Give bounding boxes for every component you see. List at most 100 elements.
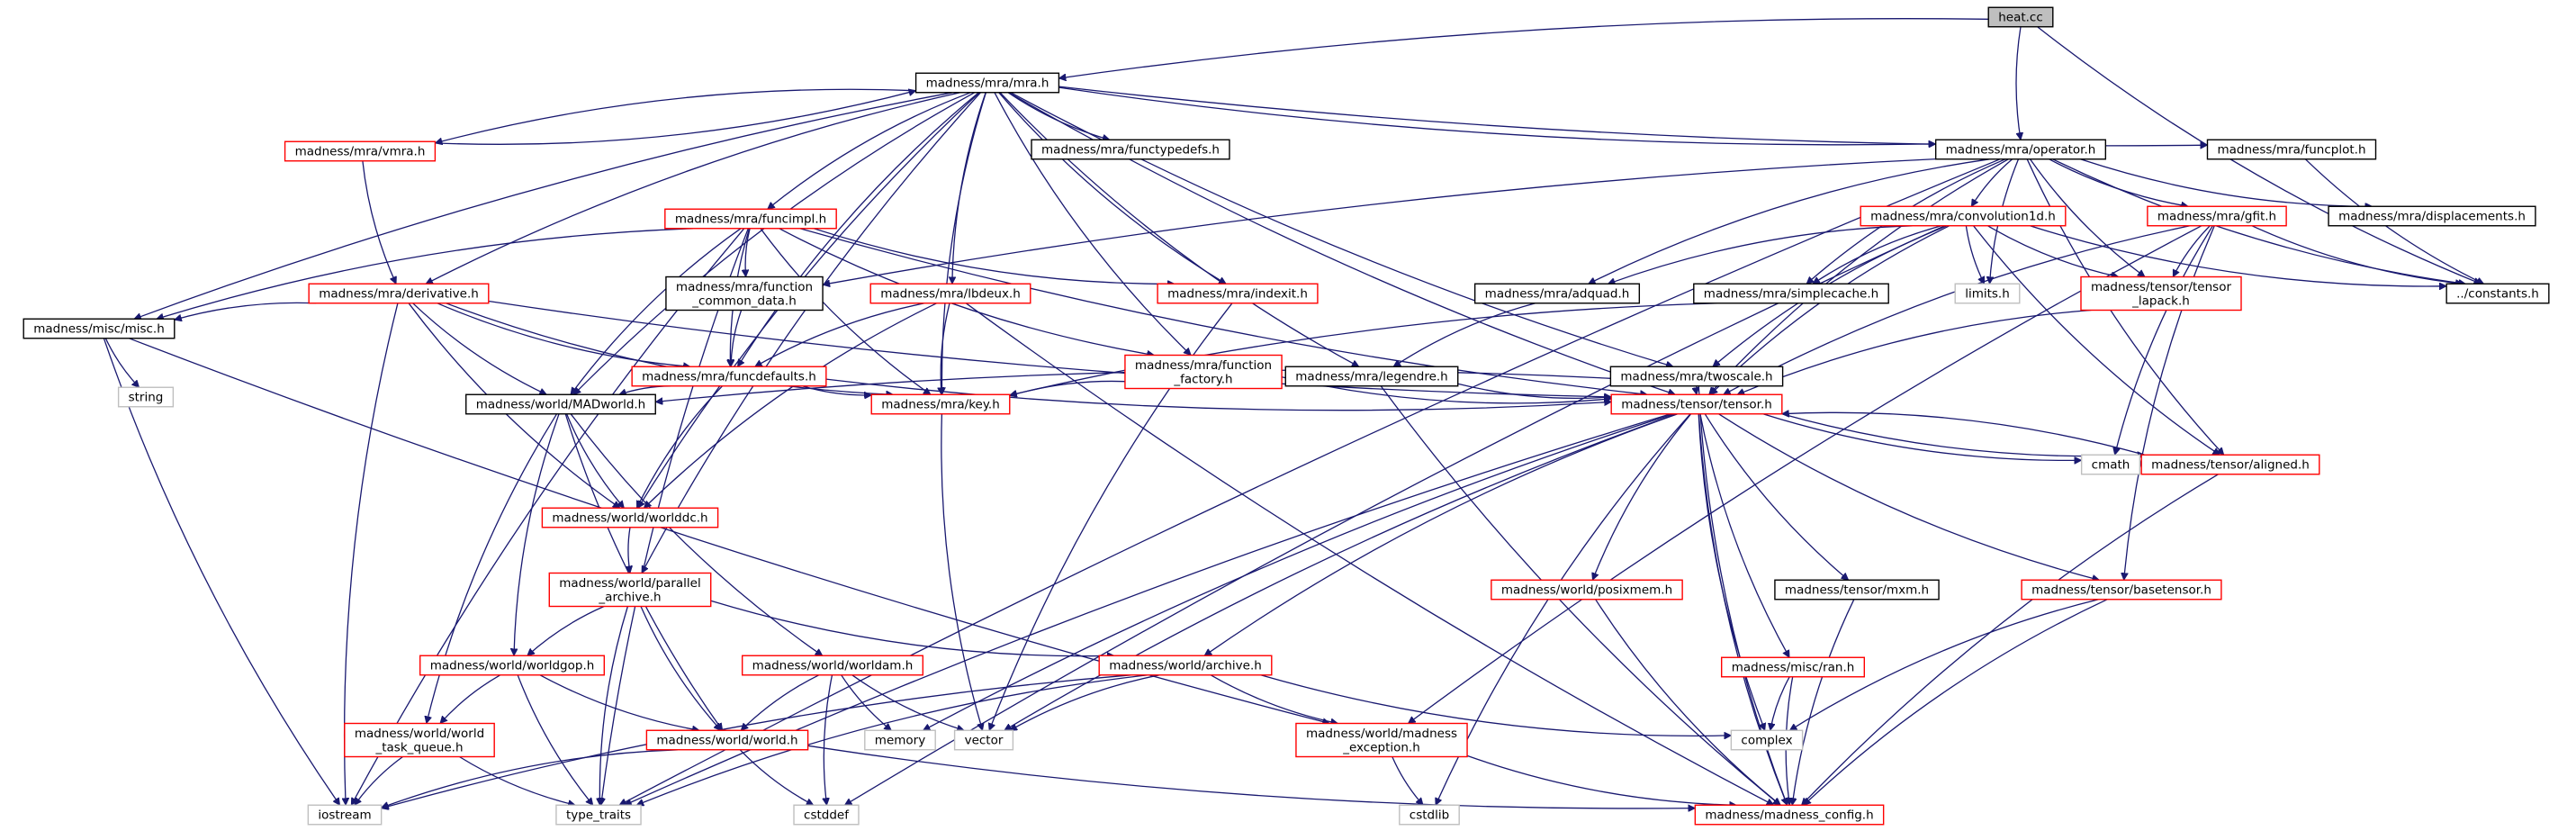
graph-node-mxm[interactable]: madness/tensor/mxm.h — [1774, 579, 1940, 601]
node-label: _common_data.h — [691, 294, 797, 308]
graph-node-adquad[interactable]: madness/mra/adquad.h — [1473, 283, 1641, 304]
node-label: madness/madness_config.h — [1705, 808, 1873, 823]
graph-node-wtq[interactable]: madness/world/world_task_queue.h — [344, 722, 495, 758]
include-edge-funcimpl-to-indexit — [813, 228, 1175, 285]
include-edge-mra-to-ffactory — [994, 92, 1191, 356]
node-label: madness/mra/function — [676, 280, 813, 294]
node-box — [1098, 655, 1273, 676]
node-box — [869, 283, 1031, 304]
node-label: madness/world/posixmem.h — [1501, 583, 1672, 598]
graph-node-memory[interactable]: memory — [864, 729, 936, 751]
graph-node-archive[interactable]: madness/world/archive.h — [1098, 655, 1273, 676]
graph-node-cstdlib[interactable]: cstdlib — [1399, 804, 1460, 826]
include-edge-worlddc-to-parchive — [628, 527, 630, 574]
node-box — [1934, 139, 2107, 160]
node-box — [1124, 354, 1283, 390]
include-edge-gfit-to-cmath — [2115, 225, 2213, 455]
graph-node-convolution1d[interactable]: madness/mra/convolution1d.h — [1860, 205, 2067, 227]
include-edge-madworld-to-wtq — [427, 413, 558, 724]
graph-node-funcplot[interactable]: madness/mra/funcplot.h — [2206, 139, 2377, 160]
node-box — [1693, 283, 1889, 304]
graph-node-misc[interactable]: madness/misc/misc.h — [23, 318, 176, 339]
graph-node-lbdeux[interactable]: madness/mra/lbdeux.h — [869, 283, 1031, 304]
include-edge-parchive-to-world — [640, 606, 721, 731]
include-edge-funcimpl-to-misc — [157, 228, 694, 319]
include-edge-wtq-to-typetraits — [459, 755, 575, 806]
include-edge-funcimpl-to-tensor — [799, 228, 1647, 394]
node-label: madness/mra/derivative.h — [319, 287, 479, 302]
include-edge-worldam-to-world — [741, 674, 820, 731]
graph-node-functypedefs[interactable]: madness/mra/functypedefs.h — [1031, 139, 1230, 160]
graph-node-worldgop[interactable]: madness/world/worldgop.h — [419, 655, 606, 676]
graph-node-legendre[interactable]: madness/mra/legendre.h — [1284, 366, 1459, 387]
node-label: madness/mra/simplecache.h — [1704, 287, 1878, 302]
include-edge-mra-to-funcimpl — [768, 92, 971, 210]
graph-node-tlapack[interactable]: madness/tensor/tensor_lapack.h — [2080, 275, 2242, 312]
graph-node-cmath[interactable]: cmath — [2080, 454, 2141, 475]
include-edge-archive-to-typetraits — [636, 674, 1148, 806]
graph-node-posixmem[interactable]: madness/world/posixmem.h — [1491, 579, 1683, 601]
include-edge-operator-to-convolution1d — [1970, 158, 2013, 207]
graph-node-string[interactable]: string — [117, 386, 175, 408]
graph-node-operator[interactable]: madness/mra/operator.h — [1934, 139, 2107, 160]
node-box — [2021, 579, 2222, 601]
graph-node-funcimpl[interactable]: madness/mra/funcimpl.h — [664, 208, 837, 230]
graph-node-world[interactable]: madness/world/world.h — [645, 729, 809, 751]
include-edge-funcimpl-to-fcd — [745, 228, 751, 277]
node-label: madness/mra/gfit.h — [2157, 210, 2276, 224]
node-label: madness/mra/function — [1135, 358, 1272, 373]
graph-node-constants[interactable]: ../constants.h — [2445, 283, 2550, 304]
graph-node-worlddc[interactable]: madness/world/worlddc.h — [541, 507, 719, 528]
include-edge-convolution1d-to-limits — [1965, 225, 1986, 284]
graph-node-madworld[interactable]: madness/world/MADworld.h — [465, 393, 656, 415]
include-edge-operator-to-tensor — [1709, 158, 2009, 395]
graph-node-mconfig[interactable]: madness/madness_config.h — [1694, 804, 1885, 826]
graph-node-funcdefaults[interactable]: madness/mra/funcdefaults.h — [631, 366, 827, 387]
graph-node-complex[interactable]: complex — [1730, 729, 1804, 751]
node-label: madness/mra/mra.h — [926, 77, 1049, 91]
include-edge-funcimpl-to-madworld — [571, 228, 742, 394]
graph-node-key[interactable]: madness/mra/key.h — [870, 393, 1011, 415]
include-edge-tlapack-to-tensor — [1737, 309, 2092, 395]
include-edge-mra-to-madworld — [573, 92, 976, 395]
graph-node-typetraits[interactable]: type_traits — [555, 804, 642, 826]
graph-node-cstddef[interactable]: cstddef — [793, 804, 860, 826]
node-label: madness/mra/convolution1d.h — [1870, 210, 2056, 224]
node-box — [308, 283, 490, 304]
node-label: madness/mra/funcimpl.h — [675, 212, 826, 227]
node-label: madness/mra/adquad.h — [1485, 287, 1630, 302]
include-edge-mra-to-funcplot — [1058, 86, 2207, 146]
graph-node-twoscale[interactable]: madness/mra/twoscale.h — [1609, 366, 1784, 387]
graph-node-simplecache[interactable]: madness/mra/simplecache.h — [1693, 283, 1889, 304]
graph-node-worldam[interactable]: madness/world/worldam.h — [741, 655, 924, 676]
node-label: madness/world/world.h — [656, 734, 797, 748]
graph-node-displacements[interactable]: madness/mra/displacements.h — [2328, 205, 2536, 227]
node-box — [953, 729, 1014, 751]
graph-node-ffactory[interactable]: madness/mra/function_factory.h — [1124, 354, 1283, 390]
graph-node-vmra[interactable]: madness/mra/vmra.h — [284, 140, 437, 162]
graph-node-mra[interactable]: madness/mra/mra.h — [914, 72, 1060, 94]
include-edge-tensor-to-archive — [1204, 413, 1679, 656]
graph-node-tensor[interactable]: madness/tensor/tensor.h — [1610, 393, 1783, 415]
graph-node-mexc[interactable]: madness/world/madness_exception.h — [1295, 722, 1468, 758]
graph-node-ran[interactable]: madness/misc/ran.h — [1720, 656, 1866, 678]
graph-node-derivative[interactable]: madness/mra/derivative.h — [308, 283, 490, 304]
graph-node-heat[interactable]: heat.cc — [1987, 6, 2054, 28]
graph-node-gfit[interactable]: madness/mra/gfit.h — [2147, 205, 2287, 227]
include-edge-world-to-cstddef — [739, 749, 814, 806]
include-edge-mra-to-operator — [1058, 86, 1935, 145]
graph-node-basetensor[interactable]: madness/tensor/basetensor.h — [2021, 579, 2222, 601]
node-label: madness/mra/indexit.h — [1167, 287, 1308, 302]
graph-node-limits[interactable]: limits.h — [1954, 283, 2021, 304]
graph-node-parchive[interactable]: madness/world/parallel_archive.h — [548, 572, 712, 608]
graph-node-fcd[interactable]: madness/mra/function_common_data.h — [665, 275, 824, 312]
graph-node-vector[interactable]: vector — [953, 729, 1014, 751]
graph-node-indexit[interactable]: madness/mra/indexit.h — [1157, 283, 1319, 304]
graph-node-aligned[interactable]: madness/tensor/aligned.h — [2140, 454, 2320, 475]
node-label: madness/mra/legendre.h — [1295, 370, 1447, 384]
node-box — [555, 804, 642, 826]
node-label: memory — [875, 734, 925, 748]
graph-node-iostream[interactable]: iostream — [307, 804, 383, 826]
node-box — [1295, 722, 1468, 758]
node-label: madness/mra/vmra.h — [295, 145, 426, 159]
